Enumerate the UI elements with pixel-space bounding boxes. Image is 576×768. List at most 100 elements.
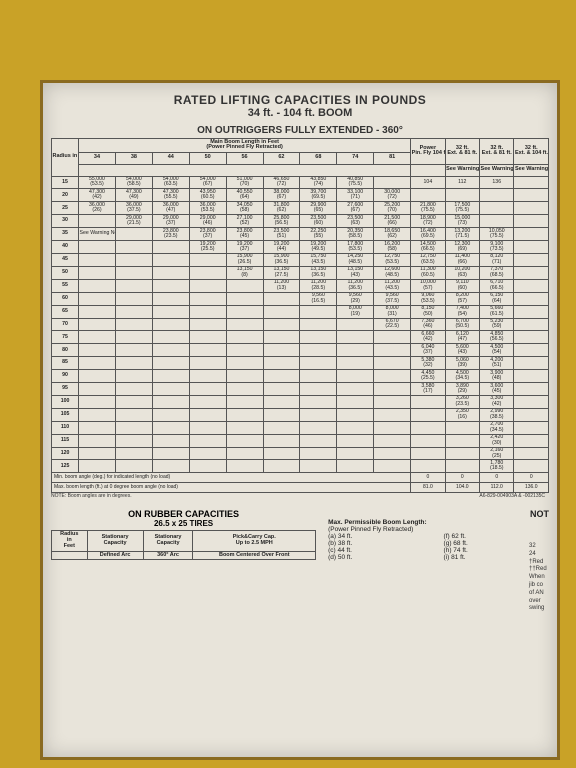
cutoff-line: †Red <box>529 559 559 567</box>
capacity-cell <box>337 460 374 473</box>
fly-col-2: 32 ft.Ext. & 81 ft. <box>480 139 514 165</box>
radius-cell: 15 <box>52 176 79 189</box>
capacity-cell <box>152 266 189 279</box>
capacity-cell: 21,800(75.5) <box>411 202 445 215</box>
capacity-cell <box>152 408 189 421</box>
capacity-cell <box>115 344 152 357</box>
capacity-cell <box>79 292 116 305</box>
capacity-cell: 47,300(55.5) <box>152 189 189 202</box>
capacity-cell <box>226 434 263 447</box>
capacity-cell <box>115 253 152 266</box>
capacity-cell <box>263 357 300 370</box>
capacity-cell <box>337 318 374 331</box>
capacity-cell <box>115 370 152 383</box>
capacity-cell <box>337 383 374 396</box>
capacity-cell <box>263 344 300 357</box>
footer-value: 81.0 <box>411 483 445 493</box>
table-header: Radius in Feet Main Boom Length in Feet … <box>52 139 549 177</box>
capacity-cell: 6,710(66.5) <box>480 279 514 292</box>
radius-cell: 50 <box>52 266 79 279</box>
capacity-cell <box>226 318 263 331</box>
capacity-cell <box>115 421 152 434</box>
capacity-cell: 112 <box>445 176 479 189</box>
capacity-cell <box>189 408 226 421</box>
capacity-cell: 10,000(57) <box>411 279 445 292</box>
capacity-cell <box>115 266 152 279</box>
capacity-cell <box>79 395 116 408</box>
capacity-cell <box>445 421 479 434</box>
capacity-cell <box>115 395 152 408</box>
table-row: 1052,350(16)2,990(38.5) <box>52 408 549 421</box>
table-row: 4515,900(26.5)15,900(36.5)15,750(43.5)14… <box>52 253 549 266</box>
table-row: 658,000(19)8,000(31)8,150(50)7,400(54)5,… <box>52 305 549 318</box>
capacity-cell: 10,200(63) <box>445 266 479 279</box>
capacity-cell: 7,370(68.5) <box>480 266 514 279</box>
table-row: 1102,700(34.5) <box>52 421 549 434</box>
capacity-cell: 9,560(16.5) <box>300 292 337 305</box>
footer-value: 0 <box>480 473 514 483</box>
capacity-cell: 6,660(42) <box>411 331 445 344</box>
capacity-cell: 23,500(60) <box>300 215 337 228</box>
fly-col-3: 32 ft.Ext. & 104 ft. <box>514 139 549 165</box>
capacity-cell <box>115 408 152 421</box>
capacity-cell: 23,800(37) <box>189 228 226 241</box>
table-row: 706,670(22.5)7,360(46)6,700(50.5)5,230(5… <box>52 318 549 331</box>
capacity-cell <box>514 434 549 447</box>
capacity-cell <box>300 434 337 447</box>
capacity-cell: 54,000(67) <box>189 176 226 189</box>
capacity-cell <box>445 460 479 473</box>
rcol-3: Pick&Carry Cap.Up to 2.5 MPH <box>193 531 316 551</box>
capacity-cell <box>152 318 189 331</box>
capacity-cell: 11,200(28.5) <box>300 279 337 292</box>
capacity-cell: 47,300(42) <box>79 189 116 202</box>
capacity-cell <box>79 318 116 331</box>
capacity-cell <box>411 421 445 434</box>
capacity-cell <box>189 434 226 447</box>
capacity-cell <box>263 447 300 460</box>
capacity-cell: 15,900(26.5) <box>226 253 263 266</box>
capacity-cell <box>79 383 116 396</box>
mode-title: ON OUTRIGGERS FULLY EXTENDED - 360° <box>51 125 549 136</box>
boom-68: 68 <box>300 152 337 164</box>
cutoff-line: jib co <box>529 582 559 590</box>
capacity-cell <box>152 292 189 305</box>
footer-value: 136.0 <box>514 483 549 493</box>
capacity-cell <box>79 215 116 228</box>
capacity-cell: 13,150(27.5) <box>263 266 300 279</box>
capacity-cell: 31,800(62) <box>263 202 300 215</box>
capacity-cell: 4,500(34.5) <box>445 370 479 383</box>
capacity-cell: 27,600(67) <box>337 202 374 215</box>
capacity-cell: 25,800(56.5) <box>263 215 300 228</box>
capacity-cell <box>226 331 263 344</box>
rsub-3: Boom Centered Over Front <box>193 551 316 560</box>
capacity-cell <box>79 331 116 344</box>
capacity-cell <box>514 447 549 460</box>
capacity-cell <box>374 421 411 434</box>
capacity-cell <box>79 357 116 370</box>
capacity-cell: 17,500(75.5) <box>445 202 479 215</box>
capacity-cell <box>189 344 226 357</box>
capacity-cell: 11,300(60.5) <box>411 266 445 279</box>
perm-item: (c) 44 ft. <box>328 547 433 554</box>
capacity-cell: 36,000(53.5) <box>189 202 226 215</box>
radius-cell: 35 <box>52 228 79 241</box>
rcol-0: RadiusinFeet <box>52 531 88 551</box>
capacity-cell <box>79 253 116 266</box>
capacity-cell: 34,050(58) <box>226 202 263 215</box>
capacity-cell <box>514 421 549 434</box>
capacity-cell <box>226 305 263 318</box>
capacity-cell <box>411 395 445 408</box>
capacity-cell: 12,750(63.5) <box>411 253 445 266</box>
capacity-cell <box>79 421 116 434</box>
capacity-cell <box>514 408 549 421</box>
capacity-cell: 13,150(8) <box>226 266 263 279</box>
capacity-cell <box>152 344 189 357</box>
capacity-cell <box>226 357 263 370</box>
capacity-cell: 29,000(21.5) <box>115 215 152 228</box>
capacity-cell <box>226 447 263 460</box>
capacity-cell <box>115 228 152 241</box>
radius-cell: 55 <box>52 279 79 292</box>
capacity-cell <box>79 460 116 473</box>
radius-cell: 40 <box>52 241 79 254</box>
capacity-cell <box>79 279 116 292</box>
